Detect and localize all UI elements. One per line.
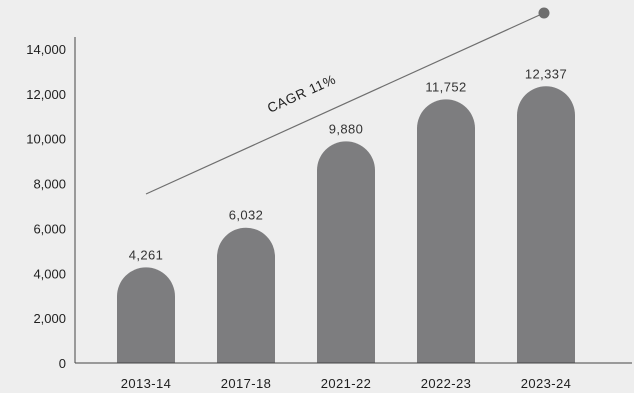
bar-2013-14 xyxy=(117,267,175,363)
x-tick-label: 2021-22 xyxy=(321,376,372,391)
y-tick-label: 10,000 xyxy=(26,132,66,147)
cagr-label: CAGR 11% xyxy=(265,72,338,116)
y-tick-label: 2,000 xyxy=(33,311,66,326)
data-label: 12,337 xyxy=(525,66,567,81)
bar-2017-18 xyxy=(217,227,275,363)
data-label: 9,880 xyxy=(329,121,364,136)
data-label: 11,752 xyxy=(425,79,466,94)
cagr-trend-line xyxy=(145,12,545,195)
bar-2023-24 xyxy=(517,86,575,364)
x-tick-label: 2013-14 xyxy=(121,376,172,391)
bar-2021-22 xyxy=(317,141,375,363)
y-tick-label: 6,000 xyxy=(33,221,66,236)
x-axis-ticks: 2013-14 2017-18 2021-22 2022-23 2023-24 xyxy=(121,376,572,391)
y-tick-label: 4,000 xyxy=(33,266,66,281)
bar-2022-23 xyxy=(417,99,475,364)
y-tick-label: 12,000 xyxy=(26,87,66,102)
x-tick-label: 2017-18 xyxy=(221,376,272,391)
data-label: 4,261 xyxy=(129,247,164,262)
cagr-trend-endpoint xyxy=(538,7,550,19)
y-tick-label: 14,000 xyxy=(26,42,66,57)
x-tick-label: 2023-24 xyxy=(521,376,572,391)
y-tick-label: 8,000 xyxy=(33,177,66,192)
y-tick-label: 0 xyxy=(59,356,66,371)
y-axis-ticks: 0 2,000 4,000 6,000 8,000 10,000 12,000 14,000 xyxy=(26,42,66,371)
data-label: 6,032 xyxy=(229,208,264,223)
data-labels-group: 4,261 6,032 9,880 11,752 12,337 xyxy=(129,66,567,262)
bars-group xyxy=(117,86,575,364)
x-tick-label: 2022-23 xyxy=(421,376,472,391)
